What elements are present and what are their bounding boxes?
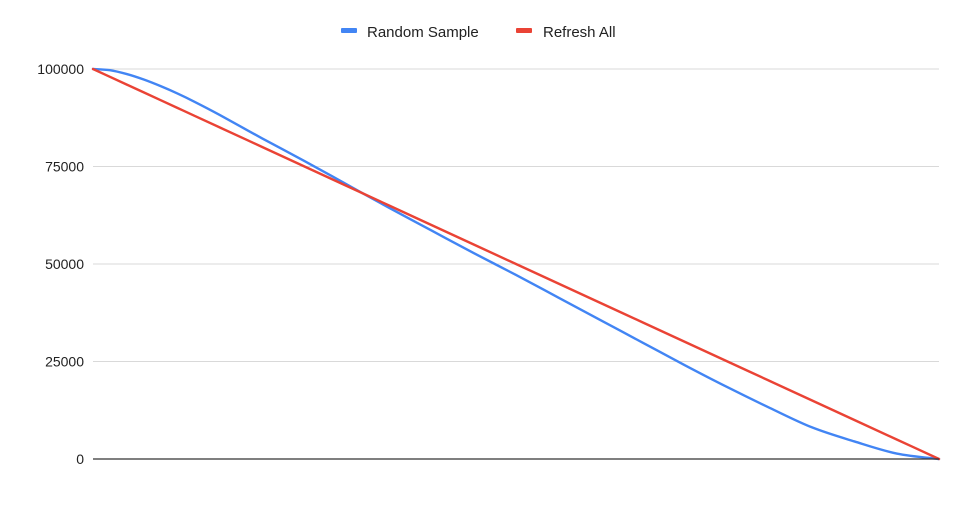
- series-line-random-sample: [91, 67, 941, 461]
- y-tick-label: 0: [76, 451, 84, 467]
- gridlines: [93, 68, 939, 362]
- legend-swatch: [516, 28, 532, 33]
- legend-label: Refresh All: [543, 24, 616, 41]
- y-tick-label: 75000: [45, 159, 84, 175]
- legend: Random Sample Refresh All: [341, 24, 616, 41]
- y-tick-label: 100000: [37, 61, 84, 77]
- series-layer: [91, 67, 941, 461]
- legend-label: Random Sample: [367, 24, 479, 41]
- y-tick-label: 50000: [45, 256, 84, 272]
- series-line-refresh-all: [91, 67, 941, 461]
- y-axis: 0 25000 50000 75000 100000: [37, 61, 84, 467]
- legend-swatch: [341, 28, 357, 33]
- y-tick-label: 25000: [45, 354, 84, 370]
